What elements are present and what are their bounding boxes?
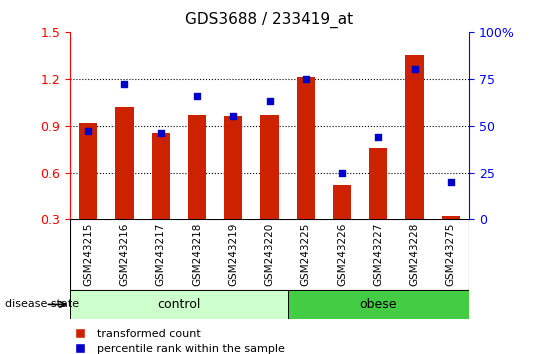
Point [301,76,310,81]
Bar [151,133,170,219]
Point [192,93,201,98]
Point [265,98,274,104]
Point [229,113,238,119]
Title: GDS3688 / 233419_at: GDS3688 / 233419_at [185,12,354,28]
Bar [296,77,315,219]
Point [338,170,347,175]
Bar [442,216,460,219]
Text: control: control [157,298,201,311]
Text: GSM243216: GSM243216 [120,223,129,286]
Bar [405,55,424,219]
Text: GSM243215: GSM243215 [83,223,93,286]
Text: GSM243275: GSM243275 [446,223,456,286]
Text: disease state: disease state [5,299,80,309]
Point [120,81,129,87]
Bar [333,185,351,219]
Bar [260,115,279,219]
Text: GSM243225: GSM243225 [301,223,311,286]
Bar [188,115,206,219]
Point [374,134,383,140]
Point [156,130,165,136]
Bar [115,107,134,219]
Text: GSM243218: GSM243218 [192,223,202,286]
Bar [224,116,243,219]
Point [84,129,93,134]
Point [446,179,455,185]
Text: GSM243228: GSM243228 [410,223,419,286]
Text: GSM243217: GSM243217 [156,223,165,286]
Bar [79,122,97,219]
Text: GSM243226: GSM243226 [337,223,347,286]
FancyBboxPatch shape [288,290,469,319]
Point [410,67,419,72]
Text: obese: obese [360,298,397,311]
Bar [369,148,388,219]
Text: GSM243220: GSM243220 [265,223,274,286]
Legend: transformed count, percentile rank within the sample: transformed count, percentile rank withi… [65,324,289,354]
Text: GSM243219: GSM243219 [228,223,238,286]
Text: GSM243227: GSM243227 [374,223,383,286]
FancyBboxPatch shape [70,290,288,319]
